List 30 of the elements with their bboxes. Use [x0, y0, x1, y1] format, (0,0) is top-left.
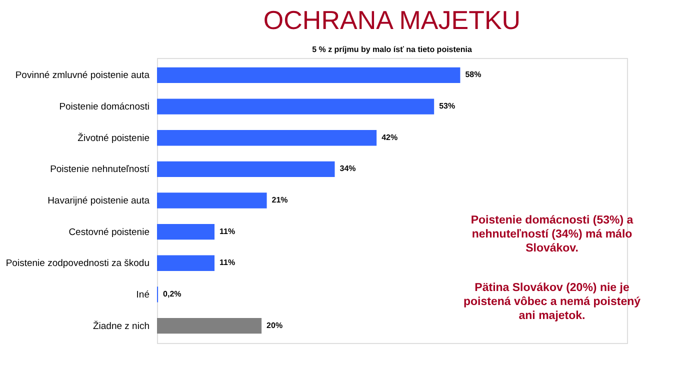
- data-label: 53%: [439, 102, 456, 111]
- bar: [157, 255, 215, 271]
- data-label: 34%: [340, 164, 356, 174]
- bar: [157, 161, 335, 178]
- y-tick-label: Žiadne z nich: [92, 320, 150, 332]
- data-label: 42%: [382, 132, 398, 142]
- data-label: 21%: [272, 196, 288, 204]
- data-label: 11%: [220, 258, 236, 268]
- y-tick-label: Poistenie domácnosti: [59, 102, 150, 113]
- bar: [157, 224, 215, 240]
- chart-title: OCHRANA MAJETKU: [263, 5, 521, 35]
- y-tick-label: Cestovné poistenie: [68, 226, 150, 238]
- y-tick-label: Povinné zmluvné poistenie auta: [15, 70, 150, 82]
- y-tick-label: Poistenie nehnuteľností: [50, 164, 150, 176]
- bar: [157, 67, 460, 84]
- bar: [157, 318, 262, 334]
- chart-subtitle: 5 % z príjmu by malo ísť na tieto poistenia: [312, 45, 472, 54]
- data-label: 0,2%: [163, 289, 182, 298]
- data-label: 20%: [266, 320, 283, 330]
- y-tick-label: Havarijné poistenie auta: [48, 196, 150, 206]
- bar: [157, 130, 377, 146]
- y-tick-label: Iné: [136, 289, 150, 300]
- y-tick-label: Poistenie zodpovednosti za škodu: [6, 258, 150, 270]
- text: Poistenie domácnosti (53%) a nehnuteľností (34%) má málo Slovákov.: [470, 214, 634, 254]
- bar: [157, 192, 267, 208]
- y-tick-label: Životné poistenie: [78, 132, 150, 144]
- text: Pätina Slovákov (20%) nie je poistená vôbec a nemá poistený ani majetok.: [463, 282, 642, 322]
- bar: [157, 98, 434, 114]
- data-label: 58%: [465, 70, 482, 80]
- data-label: 11%: [220, 226, 236, 236]
